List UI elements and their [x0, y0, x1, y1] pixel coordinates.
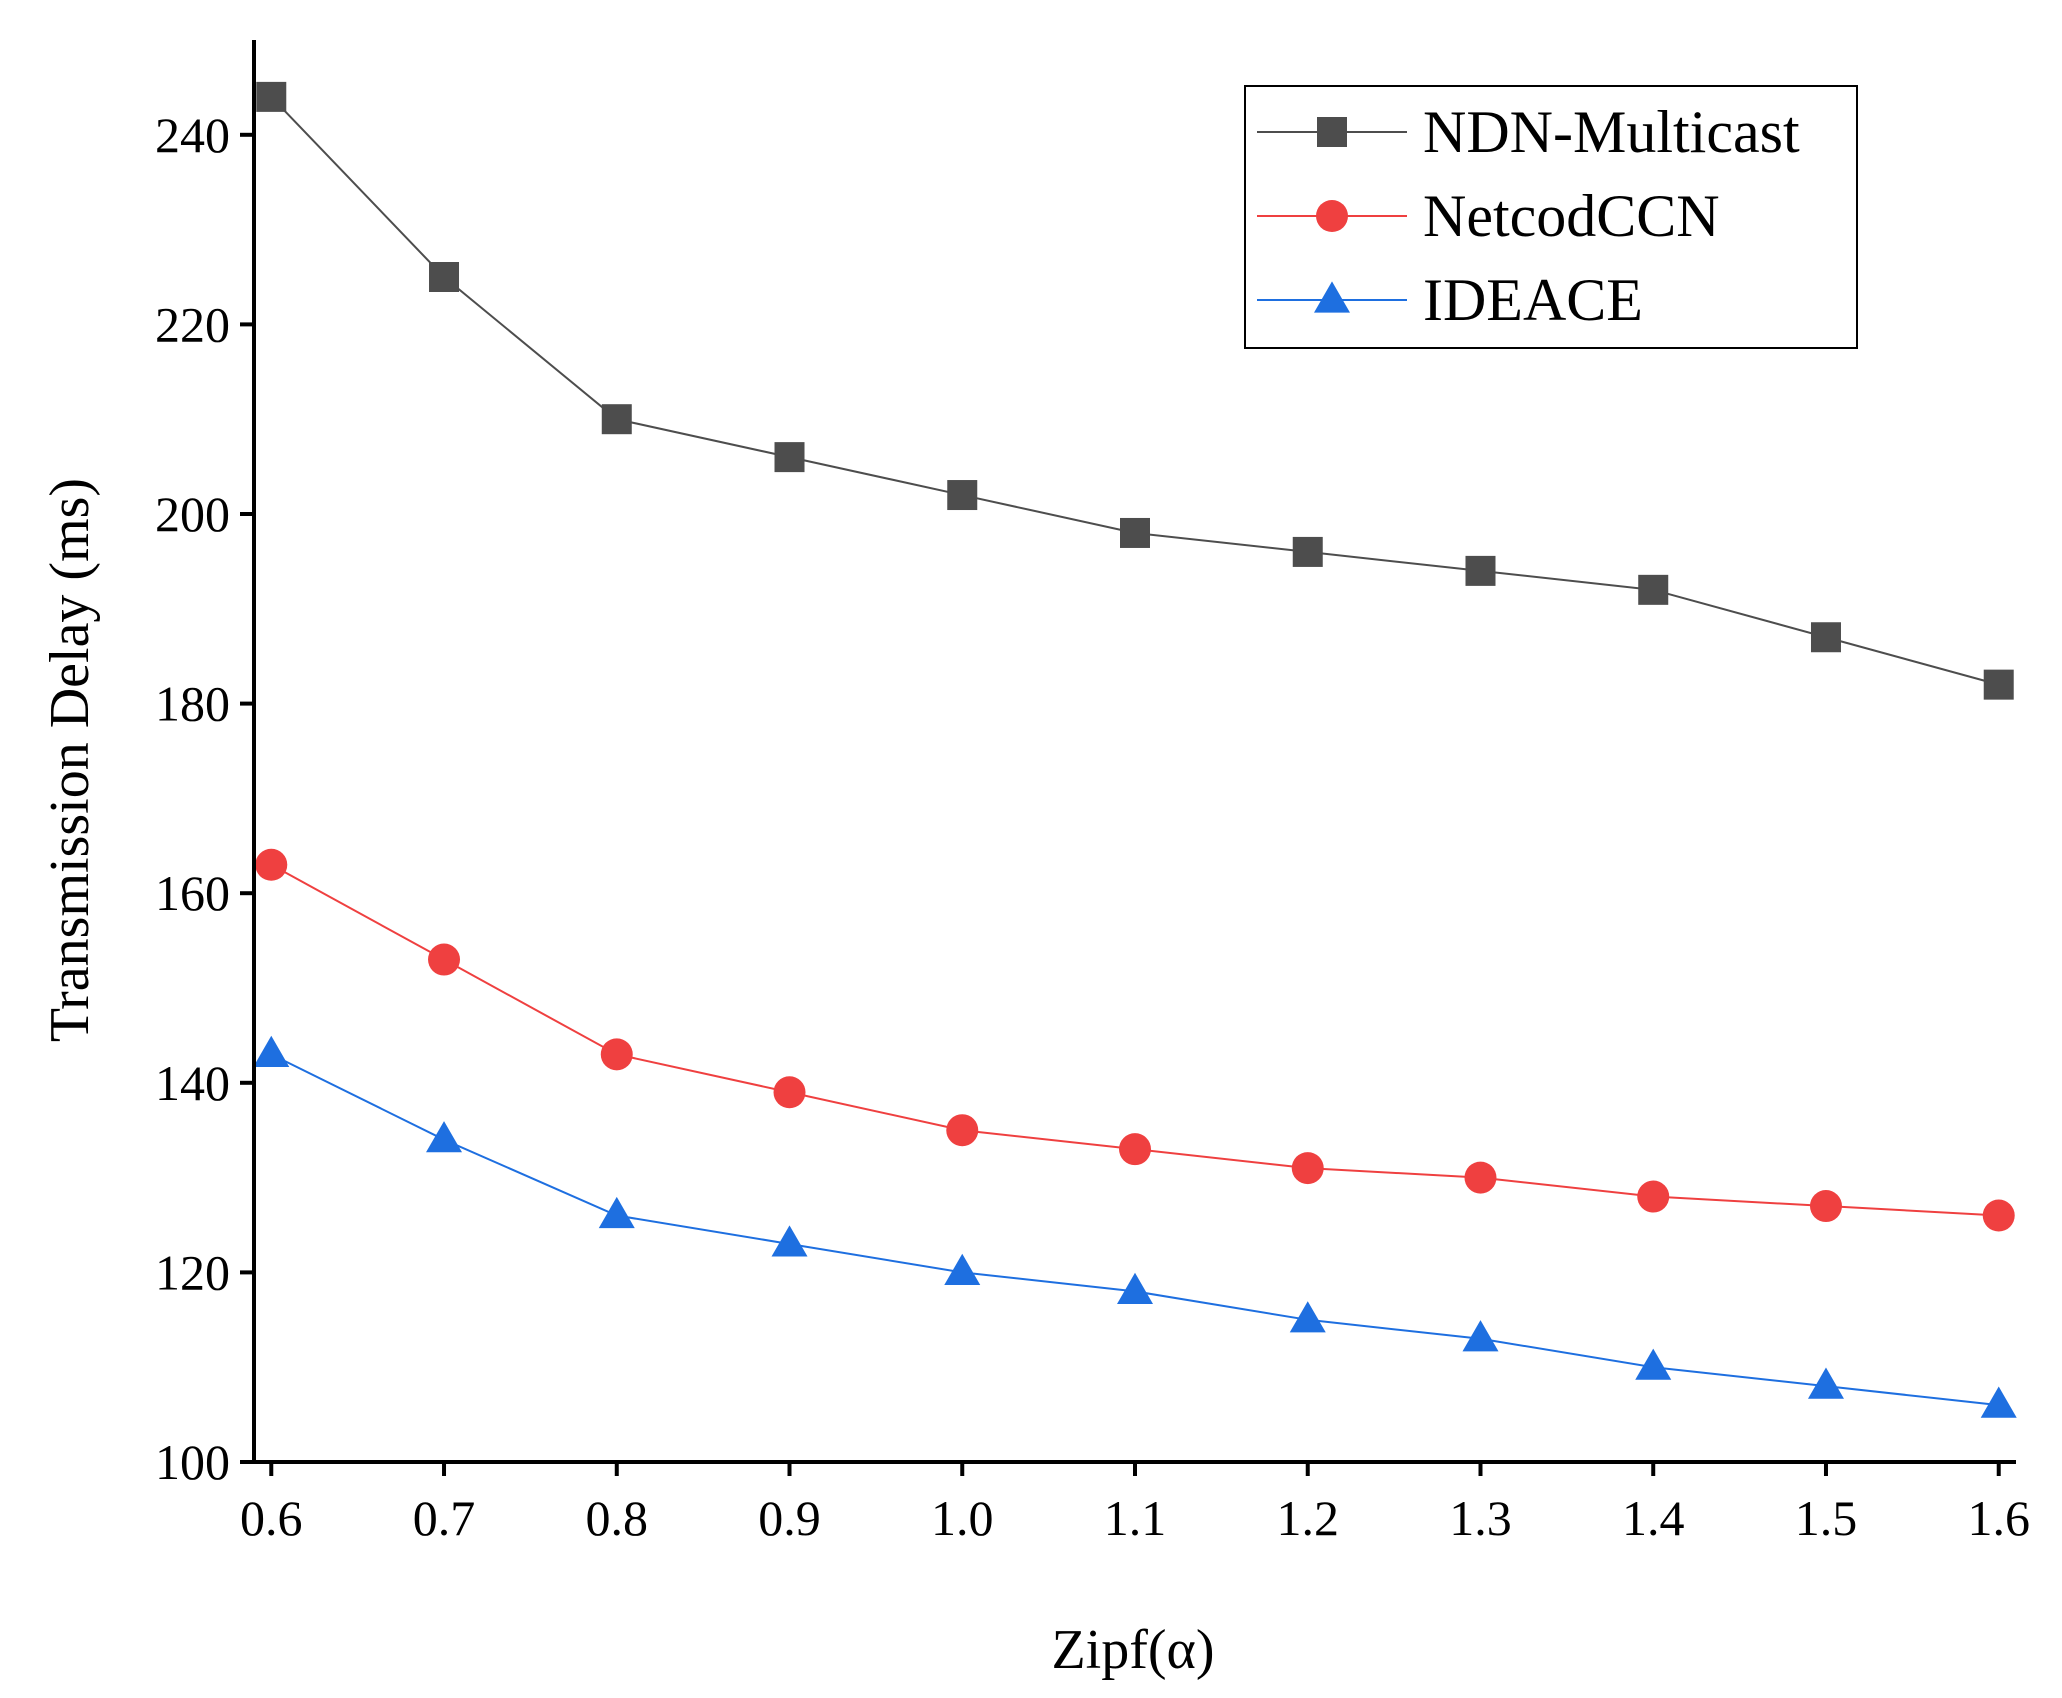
- data-point: [773, 1076, 806, 1109]
- data-point: [1465, 555, 1496, 586]
- data-point: [774, 442, 805, 473]
- data-point: [1120, 517, 1150, 548]
- legend-marker: [1314, 281, 1350, 313]
- data-point: [1464, 1161, 1497, 1194]
- data-point: [1119, 1133, 1151, 1166]
- data-point: [771, 1225, 808, 1257]
- y-axis-title: Transmission Delay (ms): [39, 478, 101, 1042]
- x-tick-label: 1.4: [1622, 1490, 1685, 1546]
- data-point: [1980, 1386, 2017, 1418]
- data-point: [429, 262, 460, 292]
- data-point: [1635, 1348, 1672, 1380]
- x-tick-label: 1.6: [1967, 1490, 2030, 1546]
- legend-marker: [1316, 200, 1348, 232]
- x-tick-label: 1.0: [931, 1490, 994, 1546]
- data-point: [946, 1114, 979, 1147]
- legend: NDN-Multicast NetcodCCN IDEACE: [1244, 85, 1858, 349]
- y-tick-label: 120: [155, 1244, 230, 1300]
- x-tick-label: 1.1: [1104, 1490, 1167, 1546]
- x-tick-label: 1.3: [1449, 1490, 1512, 1546]
- legend-marker: [1317, 117, 1347, 147]
- y-tick-label: 140: [155, 1055, 230, 1111]
- axes-layer: 100 120 140 160 180 200 220 240 0.6 0.7 0.8 0.9 1.0 1…: [155, 40, 2030, 1546]
- data-point: [253, 1035, 290, 1067]
- series-ndn-multicast: [256, 81, 2014, 700]
- series-layer: [253, 81, 2017, 1418]
- data-point: [944, 1253, 981, 1285]
- data-point: [601, 404, 632, 435]
- data-point: [1292, 536, 1323, 567]
- y-tick-label: 160: [155, 865, 230, 921]
- y-tick-label: 200: [155, 486, 230, 542]
- data-point: [1810, 622, 1841, 653]
- data-point: [1982, 1199, 2015, 1232]
- data-point: [1637, 1180, 1670, 1213]
- x-tick-label: 0.7: [413, 1490, 476, 1546]
- data-point: [600, 1038, 633, 1071]
- data-point: [1638, 574, 1669, 605]
- x-tick-label: 1.5: [1795, 1490, 1858, 1546]
- data-point: [947, 480, 978, 511]
- series-ideace: [253, 1035, 2017, 1418]
- data-point: [1117, 1272, 1153, 1304]
- data-point: [256, 81, 287, 112]
- legend-entry: IDEACE: [1257, 267, 1643, 333]
- data-point: [1462, 1320, 1499, 1352]
- data-point: [426, 1121, 463, 1153]
- y-tick-label: 180: [155, 676, 230, 732]
- x-tick-label: 0.6: [240, 1490, 303, 1546]
- data-point: [1291, 1152, 1324, 1185]
- series-line: [270, 1053, 1999, 1407]
- data-point: [1983, 669, 2014, 700]
- data-point: [1809, 1190, 1842, 1223]
- legend-label: IDEACE: [1423, 267, 1643, 333]
- data-point: [428, 943, 461, 976]
- legend-label: NetcodCCN: [1423, 183, 1720, 249]
- x-tick-label: 0.8: [586, 1490, 649, 1546]
- legend-entry: NDN-Multicast: [1257, 99, 1800, 165]
- legend-entry: NetcodCCN: [1257, 183, 1720, 249]
- y-tick-label: 100: [155, 1434, 230, 1490]
- legend-label: NDN-Multicast: [1423, 99, 1800, 165]
- data-point: [1807, 1367, 1844, 1399]
- y-tick-label: 220: [155, 296, 230, 352]
- x-tick-label: 0.9: [758, 1490, 821, 1546]
- data-point: [598, 1196, 635, 1229]
- y-tick-label: 240: [155, 107, 230, 163]
- data-point: [255, 848, 288, 881]
- x-tick-label: 1.2: [1276, 1490, 1339, 1546]
- x-axis-title: Zipf(α): [1051, 1619, 1214, 1681]
- series-netcodccn: [255, 848, 2015, 1232]
- data-point: [1289, 1301, 1326, 1333]
